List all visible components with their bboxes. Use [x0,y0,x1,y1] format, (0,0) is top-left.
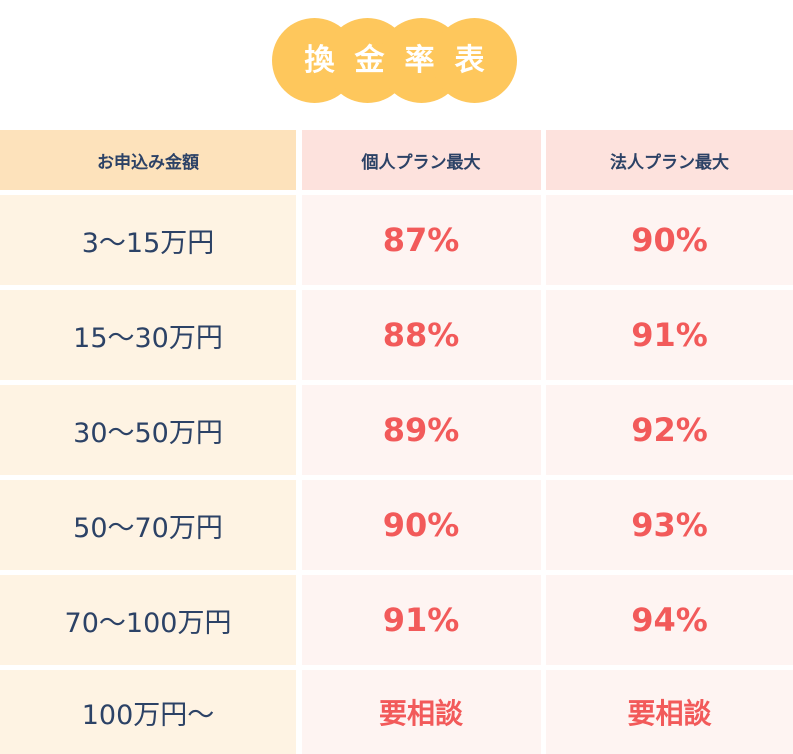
personal-rate: 87% [301,195,541,285]
title-badge: 換金率表 [272,18,517,103]
header-corporate: 法人プラン最大 [546,130,793,190]
personal-rate: 88% [301,290,541,380]
amount-cell: 100万円〜 [0,670,296,754]
header-personal: 個人プラン最大 [301,130,541,190]
amount-cell: 30〜50万円 [0,385,296,475]
personal-rate: 89% [301,385,541,475]
corporate-rate: 90% [546,195,793,285]
corporate-rate: 要相談 [546,670,793,754]
title-circle [432,18,517,103]
personal-rate: 要相談 [301,670,541,754]
header-amount: お申込み金額 [0,130,296,190]
personal-rate: 90% [301,480,541,570]
amount-cell: 70〜100万円 [0,575,296,665]
personal-rate: 91% [301,575,541,665]
rate-table: お申込み金額 個人プラン最大 法人プラン最大 3〜15万円 87% 90% 15… [0,130,793,754]
corporate-rate: 94% [546,575,793,665]
corporate-rate: 93% [546,480,793,570]
corporate-rate: 91% [546,290,793,380]
amount-cell: 15〜30万円 [0,290,296,380]
page-title: 換金率表 [304,43,505,78]
amount-cell: 3〜15万円 [0,195,296,285]
corporate-rate: 92% [546,385,793,475]
amount-cell: 50〜70万円 [0,480,296,570]
